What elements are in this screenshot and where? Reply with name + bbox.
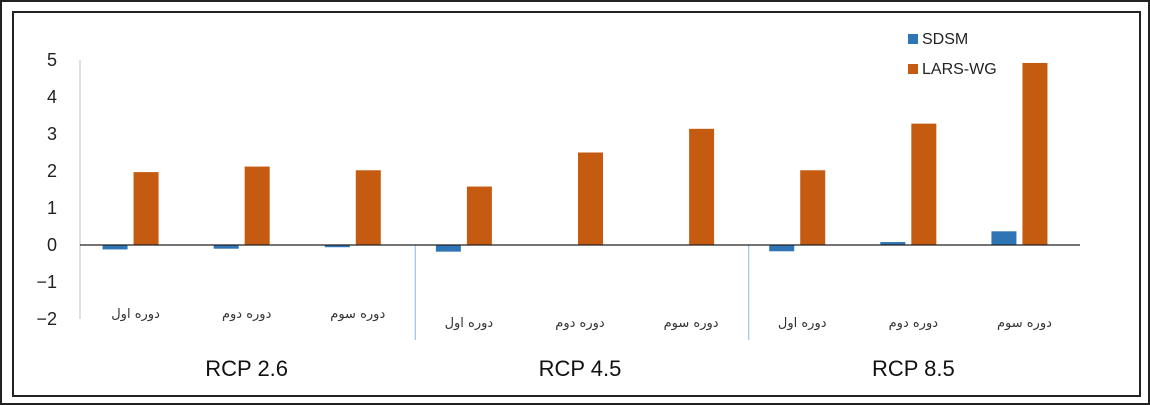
lars-wg-bar — [911, 123, 937, 245]
sdsm-bar — [435, 245, 461, 252]
sdsm-bar — [769, 245, 795, 252]
y-axis: 5 4 3 2 1 0 −1 −2 — [36, 50, 81, 329]
category-labels: دوره اول دوره دوم دوره سوم دوره اول دوره دوم… — [111, 307, 1052, 331]
category-label: دوره دوم — [889, 316, 939, 331]
lars-wg-bar — [133, 172, 159, 245]
y-tick-label: 1 — [47, 198, 57, 218]
legend-label: LARS-WG — [922, 61, 997, 78]
lars-wg-bar — [355, 170, 381, 245]
category-label: دوره سوم — [330, 307, 385, 322]
y-tick-label: 3 — [47, 124, 57, 144]
legend-label: SDSM — [922, 31, 968, 48]
y-tick-label: 2 — [47, 161, 57, 181]
group-labels: RCP 2.6 RCP 4.5 RCP 8.5 — [205, 356, 954, 381]
y-tick-label: 5 — [47, 50, 57, 70]
y-tick-label: −1 — [36, 272, 57, 292]
category-label: دوره اول — [778, 316, 827, 331]
sdsm-bar — [880, 242, 906, 245]
sdsm-bar — [324, 245, 350, 248]
bars — [102, 62, 1048, 252]
chart-area — [12, 11, 1141, 397]
lars-wg-bar — [1022, 62, 1048, 246]
sdsm-bar — [213, 245, 239, 249]
category-label: دوره سوم — [997, 316, 1052, 331]
sdsm-bar — [102, 245, 128, 250]
category-label: دوره دوم — [222, 307, 272, 322]
category-label: دوره دوم — [555, 316, 605, 331]
sdsm-bar — [991, 231, 1017, 245]
category-label: دوره اول — [111, 307, 160, 322]
lars-wg-bar — [244, 166, 270, 245]
legend-swatch — [908, 34, 918, 44]
category-label: دوره اول — [445, 316, 494, 331]
lars-wg-bar — [466, 186, 492, 245]
group-label: RCP 2.6 — [205, 356, 288, 381]
y-tick-label: −2 — [36, 309, 57, 329]
legend-swatch — [908, 64, 918, 74]
y-tick-label: 0 — [47, 235, 57, 255]
group-label: RCP 4.5 — [539, 356, 622, 381]
group-label: RCP 8.5 — [872, 356, 955, 381]
lars-wg-bar — [578, 152, 603, 245]
y-tick-label: 4 — [47, 87, 57, 107]
group-separators — [414, 245, 750, 340]
lars-wg-bar — [689, 128, 715, 245]
legend: SDSM LARS-WG — [908, 31, 997, 78]
category-label: دوره سوم — [664, 316, 719, 331]
lars-wg-bar — [800, 170, 826, 245]
